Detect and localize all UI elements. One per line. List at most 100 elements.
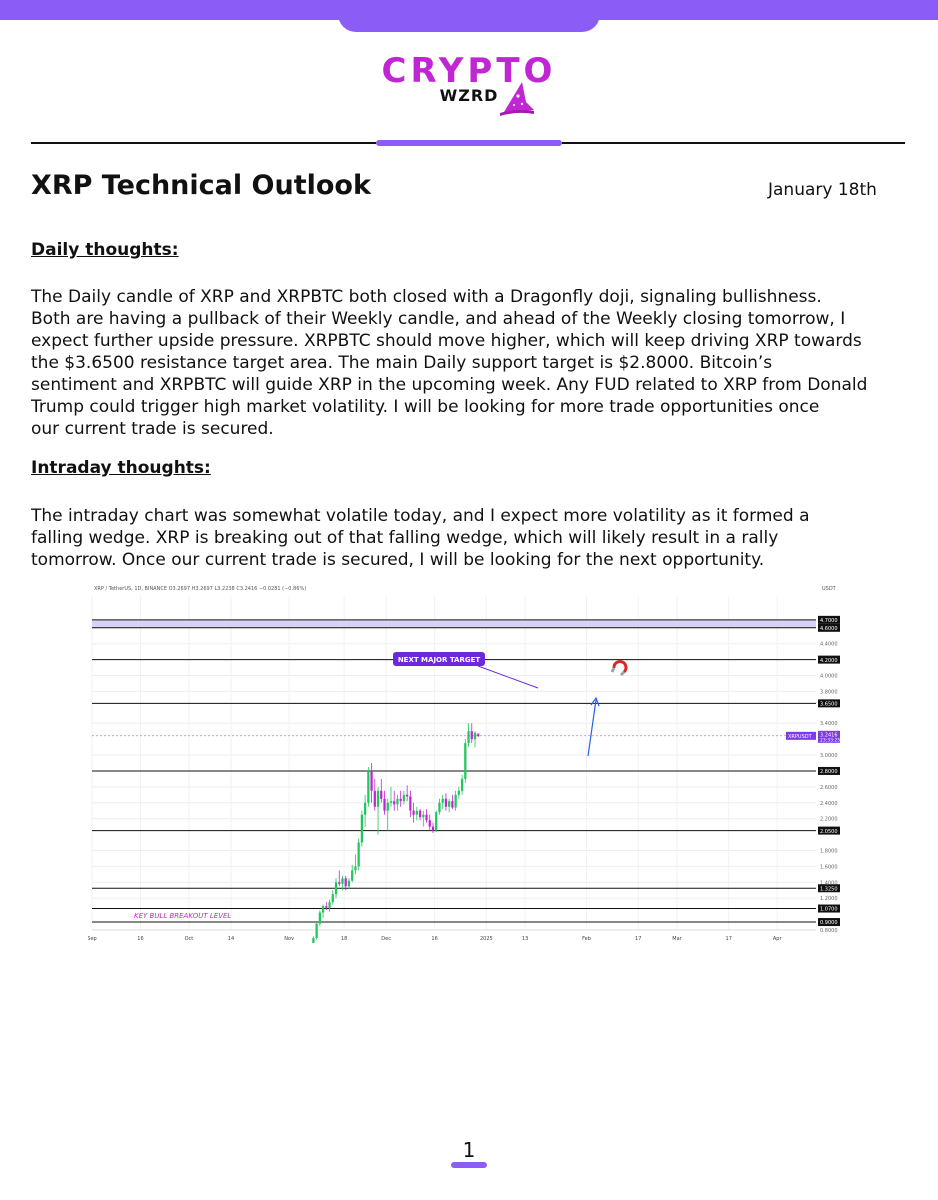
candle-body [312, 937, 315, 948]
brand-logo: CRYPTO WZRD [0, 52, 938, 105]
magnet-body [612, 660, 628, 674]
y-tick-label: 3.0000 [820, 753, 838, 759]
candle-body [464, 743, 467, 779]
level-label: 1.0700 [820, 907, 838, 913]
paragraph-line: the $3.6500 resistance target area. The … [31, 353, 773, 373]
candle-body [338, 882, 341, 884]
level-label: 2.8000 [820, 769, 838, 775]
daily-paragraph: The Daily candle of XRP and XRPBTC both … [31, 286, 911, 440]
candle-body [406, 794, 409, 797]
candle-body [380, 790, 383, 799]
candle-body [444, 798, 448, 807]
candle-body [467, 731, 470, 744]
candle-body [396, 798, 399, 805]
candle-body [354, 866, 357, 871]
paragraph-line: expect further upside pressure. XRPBTC s… [31, 331, 862, 351]
candle-body [399, 798, 402, 802]
level-label: 0.9000 [820, 920, 838, 926]
candle-body [367, 770, 370, 803]
logo-sub-text: WZRD [439, 86, 499, 105]
chart-header: XRP / TetherUS, 1D, BINANCE O3.2697 H3.2… [94, 586, 306, 592]
y-tick-label: 4.4000 [820, 642, 838, 648]
candle-body [393, 801, 396, 805]
candle-body [477, 733, 480, 736]
y-tick-label: 1.6000 [820, 864, 838, 870]
candle-body [386, 802, 389, 811]
level-tag [818, 766, 840, 775]
candle-body [363, 802, 367, 815]
chart-svg: XRP / TetherUS, 1D, BINANCE O3.2697 H3.2… [87, 578, 848, 952]
y-tick-label: 4.0000 [820, 674, 838, 680]
page-number: 1 [462, 1138, 476, 1162]
candle-body [415, 810, 418, 815]
candle-body [418, 810, 422, 818]
wizard-hat-icon [500, 82, 534, 116]
paragraph-line: The Daily candle of XRP and XRPBTC both … [31, 287, 822, 307]
level-tag [818, 904, 840, 913]
paragraph-line: Trump could trigger high market volatili… [31, 397, 820, 417]
upside-arrow [587, 699, 597, 757]
candle-body [357, 842, 360, 867]
candle-body [318, 912, 321, 924]
candle-body [402, 794, 406, 802]
target-pointer [477, 665, 539, 689]
level-tag [818, 826, 840, 835]
upside-arrow-head [590, 696, 600, 707]
x-tick-label: Dec [381, 936, 391, 942]
candle-body [460, 778, 464, 791]
price-value: 3.2416 [820, 732, 838, 738]
x-tick-label: 16 [137, 936, 143, 942]
candle-body [425, 814, 428, 821]
candle-body [373, 790, 376, 807]
candle-body [422, 814, 425, 818]
y-tick-label: 3.8000 [820, 689, 838, 695]
candle-body [441, 798, 444, 803]
xrp-price-chart: XRP / TetherUS, 1D, BINANCE O3.2697 H3.2… [87, 578, 848, 952]
x-tick-label: 17 [726, 936, 732, 942]
candle-body [325, 906, 328, 908]
price-tag [818, 730, 840, 743]
candle-body [328, 902, 331, 908]
candle-body [389, 801, 393, 803]
header-rule-right [562, 142, 905, 144]
x-tick-label: Feb [582, 936, 591, 942]
level-tag [818, 655, 840, 664]
symbol-tag [786, 731, 816, 740]
candle-body [360, 814, 364, 843]
level-label: 4.2000 [820, 658, 838, 664]
x-tick-label: Sep [88, 936, 97, 942]
x-tick-label: 16 [431, 936, 437, 942]
paragraph-line: The intraday chart was somewhat volatile… [31, 506, 810, 526]
x-tick-label: Oct [185, 936, 194, 942]
candle-body [351, 870, 354, 881]
y-tick-label: 2.2000 [820, 817, 838, 823]
candle-body [347, 880, 351, 887]
level-tag [818, 699, 840, 708]
candle-body [435, 812, 438, 831]
candle-body [438, 802, 441, 813]
candle-body [331, 894, 334, 903]
header-rule-accent [376, 140, 562, 146]
candle-body [321, 906, 325, 913]
candle-body [431, 826, 435, 831]
y-tick-label: 2.6000 [820, 785, 838, 791]
candle-body [470, 731, 473, 740]
candle-body [412, 810, 415, 815]
y-tick-label: 1.4000 [820, 880, 838, 886]
candle-body [341, 878, 344, 884]
breakout-label: KEY BULL BREAKOUT LEVEL [134, 912, 231, 920]
candle-body [334, 882, 338, 895]
level-tag [818, 623, 840, 632]
intraday-heading: Intraday thoughts: [31, 458, 211, 478]
price-timer: 23:33:25 [820, 737, 840, 743]
candle-body [451, 801, 454, 808]
y-tick-label: 0.8000 [820, 928, 838, 934]
x-tick-label: 14 [228, 936, 234, 942]
paragraph-line: falling wedge. XRP is breaking out of th… [31, 528, 779, 548]
level-label: 1.3250 [820, 886, 838, 892]
resistance-band [92, 619, 816, 628]
header-rule-left [31, 142, 376, 144]
x-tick-label: Nov [284, 936, 294, 942]
paragraph-line: our current trade is secured. [31, 419, 274, 439]
candle-body [448, 801, 451, 807]
